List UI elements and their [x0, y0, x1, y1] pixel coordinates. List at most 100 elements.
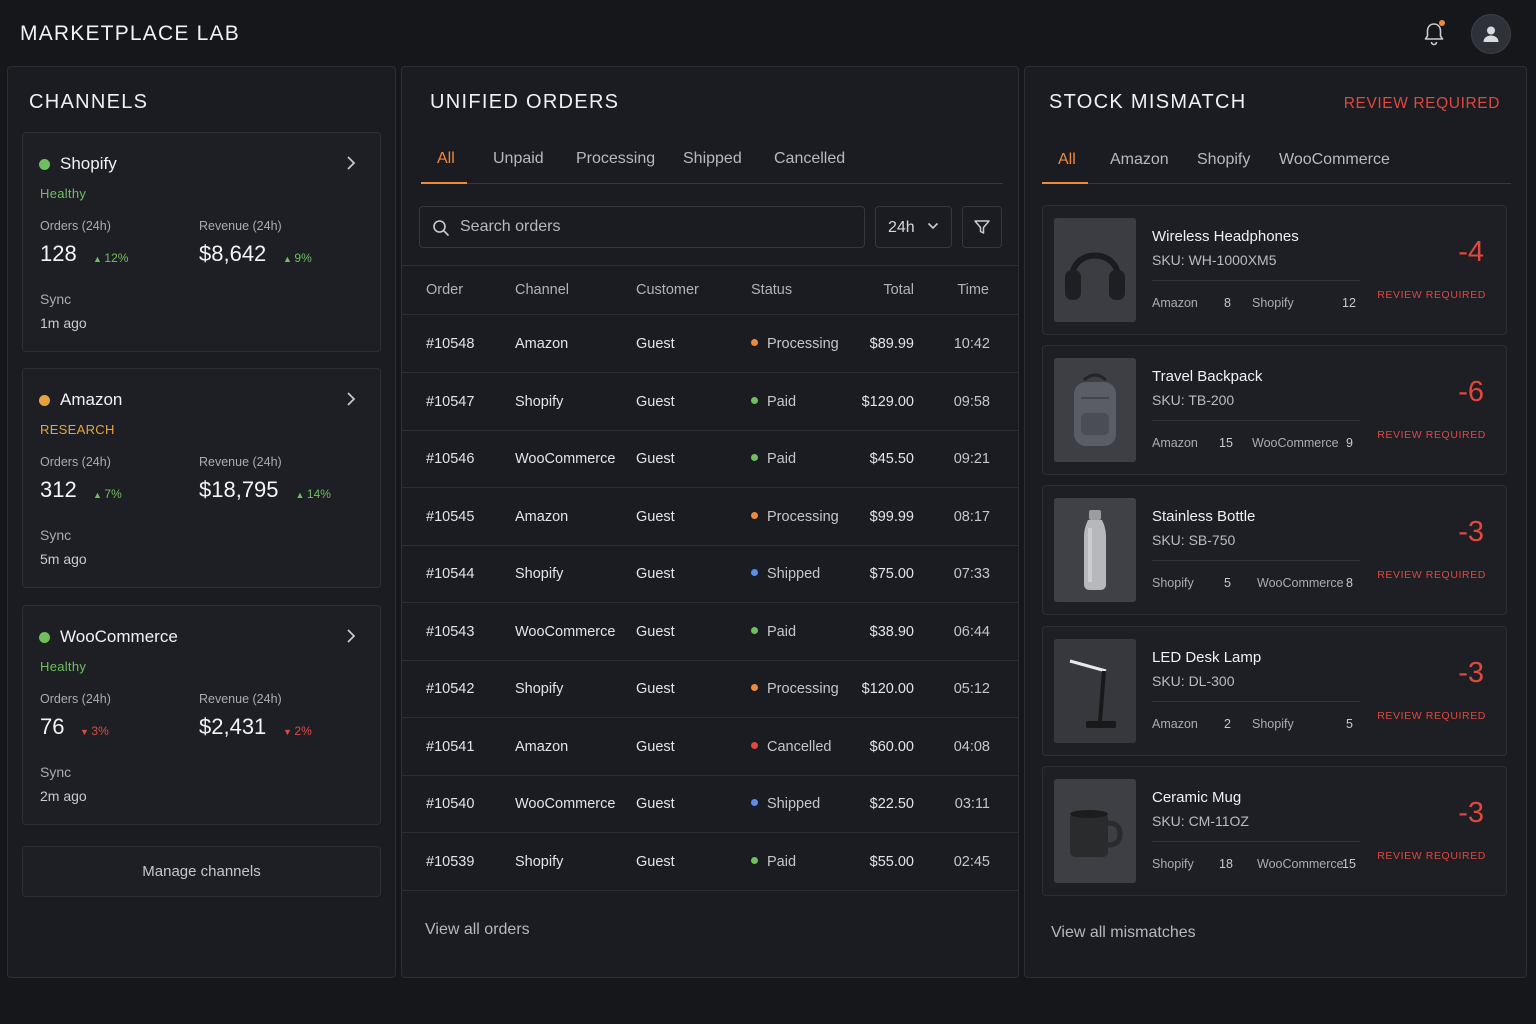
tab-shopify[interactable]: Shopify [1197, 151, 1251, 168]
channel-card-shopify[interactable]: Shopify Healthy Orders (24h) Revenue (24h) 1… [22, 132, 381, 352]
table-row[interactable]: #10541 Amazon Guest Cancelled $60.00 04:08 [402, 718, 1018, 776]
mismatch-item[interactable]: LED Desk Lamp SKU: DL-300 Amazon 2 Shopify 5 -… [1042, 625, 1507, 756]
order-total: $45.50 [869, 451, 914, 467]
tab-divider [1042, 183, 1511, 184]
chevron-right-icon[interactable] [344, 391, 358, 407]
time-range-select[interactable]: 24h [875, 206, 952, 248]
mismatch-item[interactable]: Travel Backpack SKU: TB-200 Amazon 15 WooCom… [1042, 345, 1507, 476]
triangle-up-icon: ▲ [93, 254, 105, 264]
review-required-label: REVIEW REQUIRED [1377, 429, 1486, 442]
table-row[interactable]: #10543 WooCommerce Guest Paid $38.90 06:44 [402, 603, 1018, 661]
status-text: Shipped [767, 796, 821, 812]
order-time: 07:33 [953, 566, 990, 582]
table-row[interactable]: #10542 Shopify Guest Processing $120.00 05:12 [402, 660, 1018, 718]
table-row[interactable]: #10548 Amazon Guest Processing $89.99 10:42 [402, 315, 1018, 373]
order-total: $120.00 [861, 681, 914, 697]
tab-cancelled[interactable]: Cancelled [774, 150, 846, 167]
order-id: #10548 [426, 336, 475, 352]
filter-button[interactable] [962, 206, 1002, 248]
tab-all[interactable]: All [437, 150, 455, 167]
order-status: Paid [751, 394, 796, 410]
column-header: Customer [636, 282, 699, 298]
tab-woocommerce[interactable]: WooCommerce [1279, 151, 1390, 168]
mismatch-item[interactable]: Wireless Headphones SKU: WH-1000XM5 Amazon… [1042, 205, 1507, 335]
revenue-value: $2,431 [199, 714, 267, 739]
status-text: Processing [767, 681, 839, 697]
orders-value: 128 [40, 241, 77, 266]
review-required-label: REVIEW REQUIRED [1377, 289, 1486, 301]
status-text: Paid [767, 623, 797, 640]
order-customer: Guest [636, 623, 675, 640]
active-tab-indicator [421, 182, 467, 184]
order-total: $89.99 [869, 336, 914, 352]
panel-title: UNIFIED ORDERS [430, 91, 620, 113]
view-all-orders-link[interactable]: View all orders [425, 921, 530, 938]
status-dot [751, 511, 758, 519]
notifications-button[interactable] [1418, 18, 1450, 50]
bottle-image [1054, 498, 1136, 603]
order-status: Processing [751, 336, 839, 352]
tab-processing[interactable]: Processing [576, 150, 656, 167]
delta-value: 3% [91, 724, 109, 738]
mismatch-delta: -6 [1458, 376, 1484, 409]
table-row[interactable]: #10545 Amazon Guest Processing $99.99 08:17 [402, 488, 1018, 546]
channel-a-count: 2 [1224, 716, 1231, 731]
divider [1152, 560, 1360, 562]
tab-unpaid[interactable]: Unpaid [493, 150, 544, 167]
channel-status: Healthy [40, 186, 87, 201]
order-customer: Guest [636, 451, 675, 467]
table-row[interactable]: #10544 Shopify Guest Shipped $75.00 07:33 [402, 545, 1018, 603]
status-dot [751, 569, 758, 576]
channel-card-woocommerce[interactable]: WooCommerce Healthy Orders (24h) Revenue (2… [22, 605, 381, 825]
status-dot [751, 339, 758, 346]
table-row[interactable]: #10540 WooCommerce Guest Shipped $22.50 03:11 [402, 775, 1018, 833]
status-text: Processing [767, 508, 839, 525]
tab-all[interactable]: All [1058, 151, 1076, 168]
avatar[interactable] [1471, 14, 1511, 54]
chevron-down-icon [927, 222, 939, 230]
app-title: MARKETPLACE LAB [20, 22, 240, 45]
channel-name: WooCommerce [60, 627, 178, 646]
manage-channels-button[interactable]: Manage channels [22, 846, 381, 897]
mismatch-item[interactable]: Ceramic Mug SKU: CM-11OZ Shopify 18 WooComme… [1042, 765, 1507, 896]
status-dot [39, 632, 50, 643]
tab-shipped[interactable]: Shipped [683, 150, 742, 167]
order-id: #10543 [426, 623, 475, 640]
table-row[interactable]: #10546 WooCommerce Guest Paid $45.50 09:21 [402, 430, 1018, 488]
order-status: Paid [751, 451, 796, 467]
channel-a-label: Shopify [1152, 856, 1194, 871]
order-status: Processing [751, 509, 839, 525]
channel-card-amazon[interactable]: Amazon RESEARCH Orders (24h) Revenue (24h) 3… [22, 368, 381, 588]
order-channel: WooCommerce [515, 796, 616, 812]
channel-a-label: Amazon [1152, 296, 1198, 310]
chevron-right-icon[interactable] [344, 155, 358, 171]
order-channel: Amazon [515, 508, 569, 525]
review-required-label: REVIEW REQUIRED [1377, 569, 1486, 582]
sync-label: Sync [40, 291, 72, 307]
order-channel: Amazon [515, 738, 569, 755]
view-all-mismatches-link[interactable]: View all mismatches [1051, 924, 1196, 941]
channel-b-count: 12 [1342, 296, 1356, 310]
orders-label: Orders (24h) [40, 692, 111, 706]
orders-value: 312 [40, 477, 77, 502]
order-customer: Guest [636, 566, 675, 582]
tab-amazon[interactable]: Amazon [1110, 151, 1169, 168]
filter-icon [974, 220, 990, 234]
headphones-image [1054, 218, 1136, 322]
order-status: Paid [751, 854, 796, 870]
table-row[interactable]: #10547 Shopify Guest Paid $129.00 09:58 [402, 373, 1018, 431]
divider [1152, 280, 1360, 281]
triangle-down-icon: ▼ [80, 727, 92, 737]
order-id: #10544 [426, 566, 475, 582]
order-total: $38.90 [869, 623, 914, 640]
product-name: LED Desk Lamp [1152, 648, 1262, 666]
orders-table-header: Order Channel Customer Status Total Time [402, 265, 1018, 315]
order-id: #10547 [426, 393, 475, 410]
search-input[interactable] [460, 207, 850, 247]
product-name: Stainless Bottle [1152, 508, 1256, 526]
chevron-right-icon[interactable] [344, 628, 358, 644]
mismatch-item[interactable]: Stainless Bottle SKU: SB-750 Shopify 5 WooCo… [1042, 485, 1507, 616]
order-channel: Shopify [515, 566, 564, 582]
revenue-label: Revenue (24h) [199, 455, 282, 469]
table-row[interactable]: #10539 Shopify Guest Paid $55.00 02:45 [402, 833, 1018, 891]
